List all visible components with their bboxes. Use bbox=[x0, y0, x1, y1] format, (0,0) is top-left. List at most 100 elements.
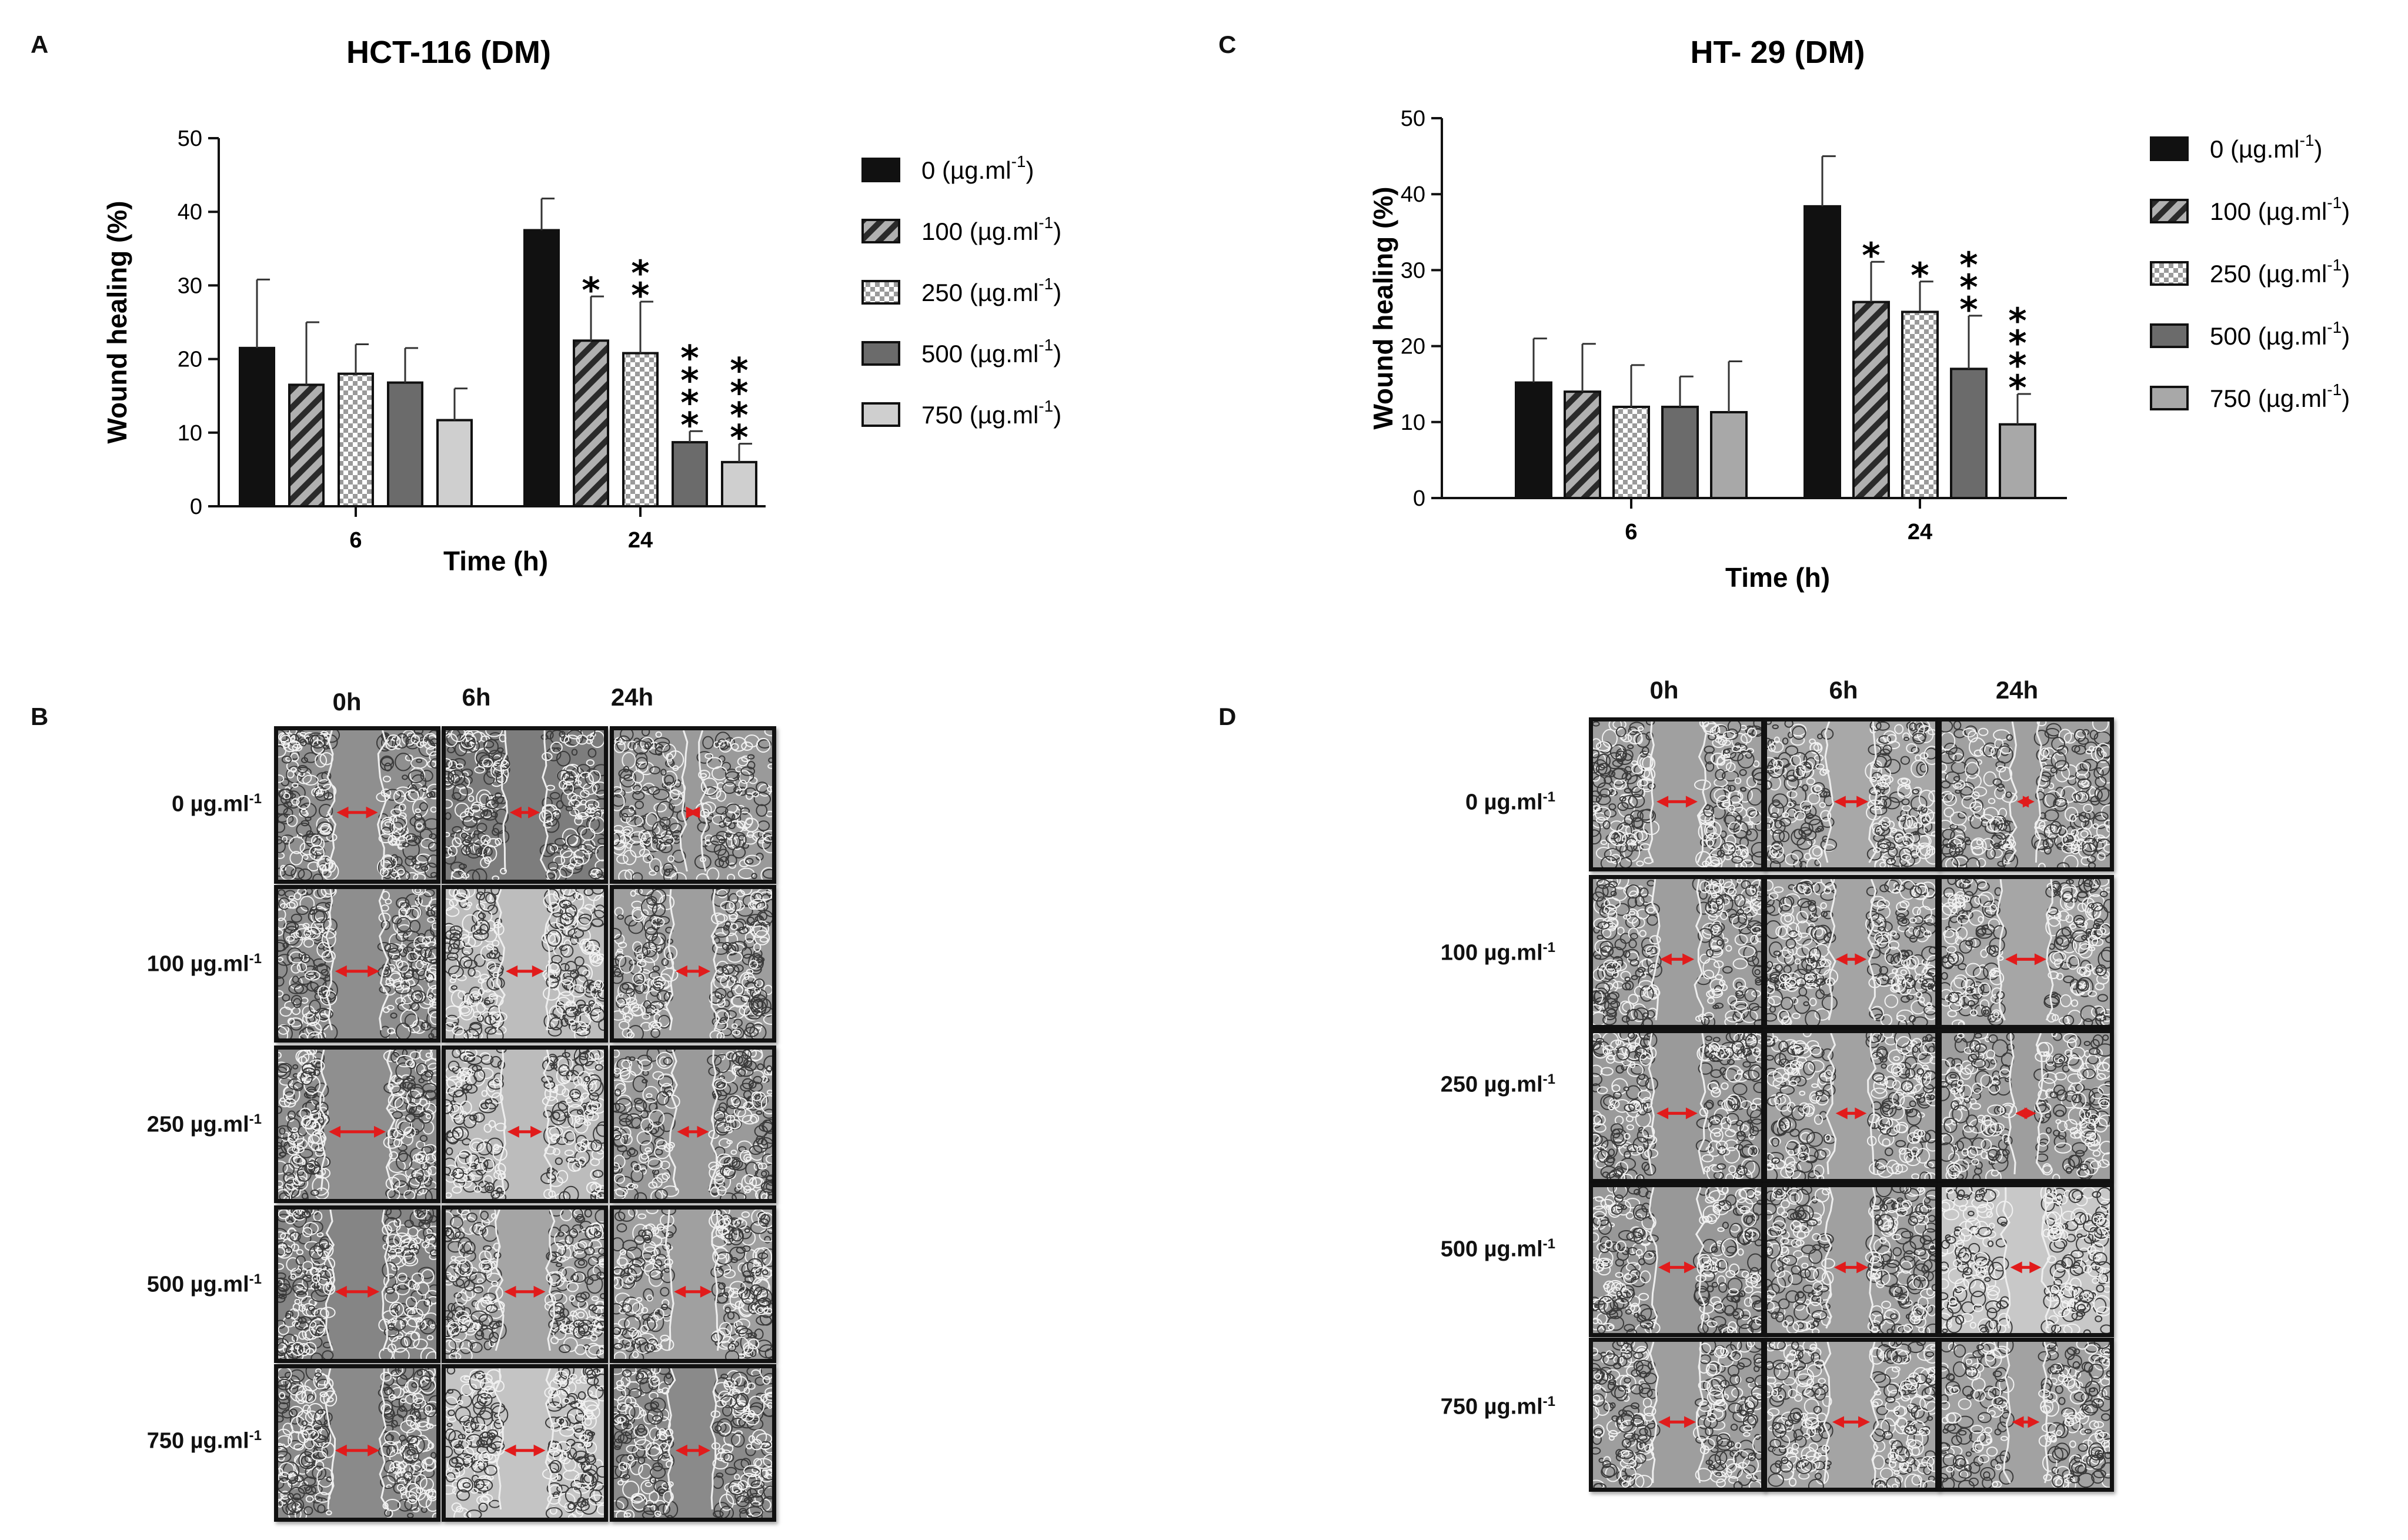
a-x-tick-label-6: 6 bbox=[349, 528, 362, 553]
micrograph-b-r1-c1 bbox=[442, 885, 608, 1043]
micrograph-d-r0-c0 bbox=[1589, 717, 1765, 871]
micrograph-b-r3-c1 bbox=[442, 1205, 608, 1363]
a-bar-black-24 bbox=[523, 229, 560, 507]
a-bar-lightgray-6 bbox=[436, 419, 473, 507]
a-bar-black-6 bbox=[239, 346, 275, 507]
micrograph-b-r2-c1 bbox=[442, 1045, 608, 1203]
grid-d-row-250: 250 µg.ml-1 bbox=[1440, 1071, 1555, 1097]
a-bar-checker-24 bbox=[622, 352, 659, 507]
micrograph-b-r0-c1 bbox=[442, 726, 608, 884]
c-legend-swatch-black bbox=[2150, 136, 2189, 161]
c-y-tick-label-10: 10 bbox=[1401, 410, 1425, 435]
micrograph-b-r1-c0 bbox=[274, 885, 440, 1043]
a-bar-hatch-6 bbox=[288, 383, 325, 507]
grid-b-col-6h: 6h bbox=[462, 683, 491, 711]
a-x-axis-label: Time (h) bbox=[443, 546, 548, 576]
a-legend-swatch-checker bbox=[861, 280, 900, 305]
micrograph-d-r0-c1 bbox=[1763, 717, 1939, 871]
micrograph-b-r2-c0 bbox=[274, 1045, 440, 1203]
a-legend-label-hatch: 100 (µg.ml-1) bbox=[921, 213, 1061, 245]
micrograph-b-r0-c2 bbox=[610, 726, 776, 884]
a-y-tick-label-30: 30 bbox=[178, 273, 202, 298]
micrograph-d-r4-c0 bbox=[1589, 1338, 1765, 1492]
c-bar-checker-6 bbox=[1612, 405, 1650, 500]
grid-b-row-500: 500 µg.ml-1 bbox=[146, 1271, 262, 1297]
c-bar-lightgray-24 bbox=[1999, 423, 2036, 500]
c-legend-label-hatch: 100 (µg.ml-1) bbox=[2210, 193, 2350, 225]
c-significance-lightgray-24: * * * * bbox=[2008, 300, 2026, 409]
c-legend-label-lightgray: 750 (µg.ml-1) bbox=[2210, 380, 2350, 412]
micrograph-d-r2-c2 bbox=[1938, 1029, 2114, 1183]
panel-letter-a: A bbox=[31, 31, 49, 58]
micrograph-b-r3-c0 bbox=[274, 1205, 440, 1363]
micrograph-d-r1-c1 bbox=[1763, 875, 1939, 1029]
c-bar-darkgray-24 bbox=[1950, 368, 1988, 499]
c-significance-hatch-24: * bbox=[1862, 235, 1880, 276]
a-bar-lightgray-24 bbox=[721, 460, 757, 508]
c-significance-darkgray-24: * * * bbox=[1959, 245, 1978, 330]
a-y-tick-label-20: 20 bbox=[178, 348, 202, 372]
micrograph-b-r4-c1 bbox=[442, 1364, 608, 1522]
c-bar-black-24 bbox=[1804, 205, 1841, 499]
micrograph-d-r0-c2 bbox=[1938, 717, 2114, 871]
a-bar-hatch-24 bbox=[573, 339, 609, 507]
a-bar-checker-6 bbox=[338, 372, 374, 508]
c-significance-checker-24: * bbox=[1911, 255, 1929, 296]
grid-d-row-0: 0 µg.ml-1 bbox=[1465, 789, 1555, 815]
grid-d-row-500: 500 µg.ml-1 bbox=[1440, 1236, 1555, 1262]
micrograph-b-r3-c2 bbox=[610, 1205, 776, 1363]
grid-b-row-0: 0 µg.ml-1 bbox=[171, 791, 262, 817]
a-bar-darkgray-24 bbox=[672, 441, 708, 507]
c-bar-hatch-6 bbox=[1564, 390, 1601, 499]
micrograph-b-r4-c2 bbox=[610, 1364, 776, 1522]
c-legend-label-checker: 250 (µg.ml-1) bbox=[2210, 256, 2350, 288]
c-y-tick-label-30: 30 bbox=[1401, 258, 1425, 283]
micrograph-b-r1-c2 bbox=[610, 885, 776, 1043]
a-significance-checker-24: * * bbox=[631, 253, 649, 316]
c-legend-label-black: 0 (µg.ml-1) bbox=[2210, 131, 2322, 163]
a-y-tick-label-0: 0 bbox=[190, 495, 202, 519]
grid-d-col-0h: 0h bbox=[1649, 676, 1679, 704]
a-y-axis-label: Wound healing (%) bbox=[102, 201, 132, 443]
a-legend-label-lightgray: 750 (µg.ml-1) bbox=[921, 397, 1061, 429]
a-x-tick-label-24: 24 bbox=[628, 528, 653, 553]
a-bar-darkgray-6 bbox=[387, 381, 423, 507]
a-legend-swatch-darkgray bbox=[861, 341, 900, 366]
grid-b-row-250: 250 µg.ml-1 bbox=[146, 1111, 262, 1137]
micrograph-d-r3-c0 bbox=[1589, 1183, 1765, 1337]
grid-b-col-24h: 24h bbox=[610, 683, 654, 711]
micrograph-d-r1-c2 bbox=[1938, 875, 2114, 1029]
panel-letter-d: D bbox=[1218, 703, 1237, 730]
c-legend-swatch-darkgray bbox=[2150, 323, 2189, 348]
a-legend-swatch-hatch bbox=[861, 219, 900, 243]
grid-d-row-750: 750 µg.ml-1 bbox=[1440, 1394, 1555, 1419]
a-significance-lightgray-24: * * * * bbox=[730, 350, 748, 459]
a-y-tick-label-50: 50 bbox=[178, 126, 202, 151]
grid-b-row-750: 750 µg.ml-1 bbox=[146, 1428, 262, 1454]
grid-d-row-100: 100 µg.ml-1 bbox=[1440, 940, 1555, 966]
micrograph-b-r2-c2 bbox=[610, 1045, 776, 1203]
micrograph-d-r3-c1 bbox=[1763, 1183, 1939, 1337]
c-bar-checker-24 bbox=[1901, 310, 1939, 500]
micrograph-d-r2-c1 bbox=[1763, 1029, 1939, 1183]
c-chart-title: HT- 29 (DM) bbox=[1691, 35, 1865, 70]
grid-b-row-100: 100 µg.ml-1 bbox=[146, 951, 262, 977]
c-legend-swatch-hatch bbox=[2150, 199, 2189, 223]
c-bar-black-6 bbox=[1515, 381, 1552, 500]
a-significance-darkgray-24: * * * * bbox=[680, 338, 699, 446]
a-y-tick-label-10: 10 bbox=[178, 421, 202, 446]
a-legend-label-black: 0 (µg.ml-1) bbox=[921, 152, 1034, 184]
chart-c-ht29: HT- 29 (DM) 0 10 20 30 40 50 Wound healing (%) 6… bbox=[1368, 35, 2350, 593]
a-y-tick-label-40: 40 bbox=[178, 200, 202, 225]
chart-a-hct116: HCT-116 (DM) 0 10 20 30 40 50 Wound healing (%)… bbox=[102, 35, 1061, 576]
c-y-tick-label-40: 40 bbox=[1401, 182, 1425, 207]
panel-letter-c: C bbox=[1218, 31, 1237, 58]
micrograph-d-r3-c2 bbox=[1938, 1183, 2114, 1337]
micrograph-b-r0-c0 bbox=[274, 726, 440, 884]
c-x-tick-label-6: 6 bbox=[1625, 520, 1637, 544]
micrograph-d-r4-c1 bbox=[1763, 1338, 1939, 1492]
grid-b-col-0h: 0h bbox=[332, 688, 362, 716]
c-legend-swatch-checker bbox=[2150, 261, 2189, 286]
c-bar-darkgray-6 bbox=[1661, 405, 1699, 500]
micrograph-b-r4-c0 bbox=[274, 1364, 440, 1522]
